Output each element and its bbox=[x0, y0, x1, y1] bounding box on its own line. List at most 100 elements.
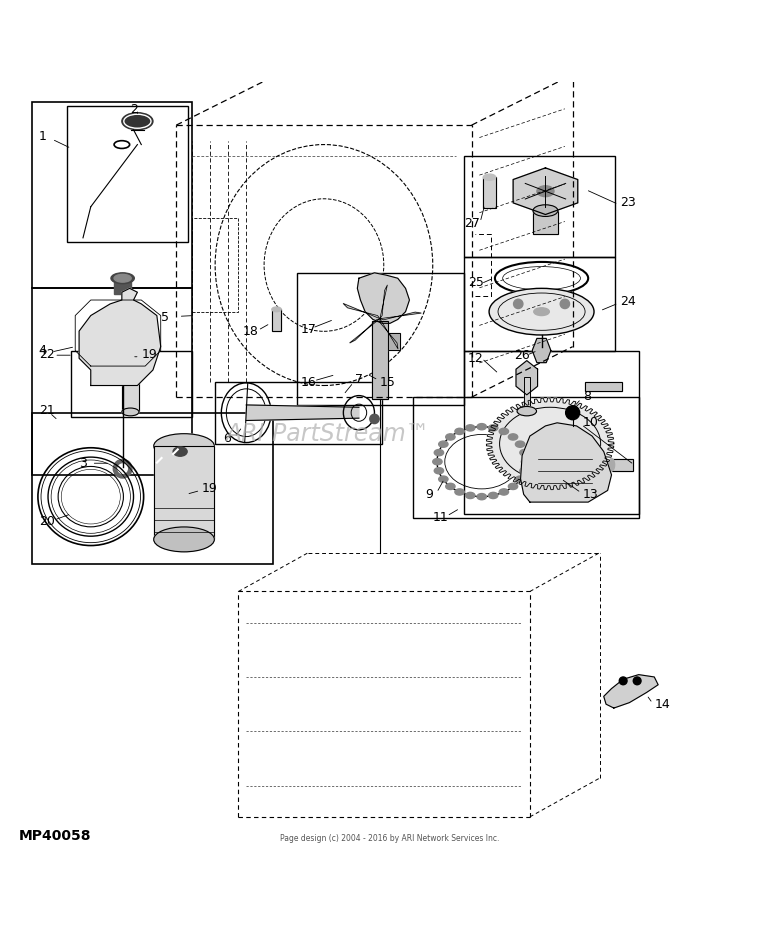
Text: 20: 20 bbox=[39, 515, 55, 528]
Ellipse shape bbox=[445, 434, 455, 440]
Polygon shape bbox=[513, 168, 578, 215]
Ellipse shape bbox=[122, 360, 139, 367]
Text: 27: 27 bbox=[465, 218, 480, 231]
Bar bbox=[612, 459, 633, 471]
Ellipse shape bbox=[516, 476, 525, 482]
Text: 8: 8 bbox=[583, 390, 590, 403]
Polygon shape bbox=[520, 423, 612, 502]
Bar bbox=[372, 321, 388, 398]
Ellipse shape bbox=[438, 476, 448, 482]
Polygon shape bbox=[349, 318, 380, 343]
Text: 10: 10 bbox=[583, 416, 598, 430]
Circle shape bbox=[118, 464, 127, 473]
Ellipse shape bbox=[438, 441, 448, 447]
Bar bbox=[154, 447, 214, 540]
Text: 22: 22 bbox=[39, 348, 55, 361]
Polygon shape bbox=[516, 361, 537, 395]
Text: 25: 25 bbox=[468, 276, 484, 289]
Text: 24: 24 bbox=[620, 295, 636, 308]
Text: 17: 17 bbox=[300, 323, 317, 336]
Bar bbox=[122, 365, 139, 411]
Ellipse shape bbox=[455, 489, 464, 495]
Bar bbox=[388, 333, 400, 349]
Text: 2: 2 bbox=[129, 103, 137, 116]
Text: 15: 15 bbox=[380, 376, 395, 389]
Text: 14: 14 bbox=[654, 698, 670, 710]
Ellipse shape bbox=[122, 408, 139, 415]
Ellipse shape bbox=[521, 459, 530, 464]
Circle shape bbox=[633, 677, 641, 685]
Ellipse shape bbox=[154, 433, 214, 459]
Ellipse shape bbox=[111, 273, 134, 284]
Text: 4: 4 bbox=[39, 344, 47, 357]
Polygon shape bbox=[246, 405, 359, 420]
Bar bbox=[523, 377, 530, 411]
Text: 5: 5 bbox=[161, 311, 168, 324]
Text: 11: 11 bbox=[433, 512, 448, 524]
Ellipse shape bbox=[517, 407, 537, 415]
Polygon shape bbox=[79, 288, 161, 385]
Ellipse shape bbox=[173, 447, 187, 456]
Circle shape bbox=[113, 460, 132, 478]
Ellipse shape bbox=[477, 424, 487, 430]
Text: 9: 9 bbox=[425, 488, 433, 501]
Ellipse shape bbox=[488, 493, 498, 498]
Circle shape bbox=[619, 677, 627, 685]
Text: 19: 19 bbox=[141, 348, 157, 361]
Ellipse shape bbox=[445, 483, 455, 490]
Ellipse shape bbox=[516, 441, 525, 447]
Text: 26: 26 bbox=[514, 349, 530, 363]
Text: 18: 18 bbox=[243, 325, 258, 337]
Bar bbox=[154, 447, 214, 540]
Ellipse shape bbox=[533, 204, 558, 217]
Bar bbox=[484, 177, 496, 208]
Ellipse shape bbox=[519, 449, 529, 456]
Text: ARI PartStream™: ARI PartStream™ bbox=[225, 422, 430, 446]
Ellipse shape bbox=[489, 288, 594, 335]
Ellipse shape bbox=[466, 493, 475, 498]
Bar bbox=[122, 365, 139, 411]
Text: 21: 21 bbox=[39, 404, 55, 417]
Text: 13: 13 bbox=[583, 488, 598, 501]
Text: 6: 6 bbox=[223, 431, 231, 445]
Text: MP40058: MP40058 bbox=[19, 829, 91, 842]
Ellipse shape bbox=[154, 527, 214, 552]
Polygon shape bbox=[380, 318, 398, 349]
Bar bbox=[523, 377, 530, 411]
Ellipse shape bbox=[455, 429, 464, 434]
Circle shape bbox=[560, 300, 569, 309]
Circle shape bbox=[566, 406, 580, 420]
Text: Page design (c) 2004 - 2016 by ARI Network Services Inc.: Page design (c) 2004 - 2016 by ARI Netwo… bbox=[280, 834, 500, 842]
Ellipse shape bbox=[499, 429, 509, 434]
Text: 23: 23 bbox=[620, 196, 636, 209]
Bar bbox=[114, 280, 131, 294]
Ellipse shape bbox=[434, 467, 444, 474]
Bar bbox=[272, 309, 281, 331]
Ellipse shape bbox=[509, 483, 518, 490]
Text: 7: 7 bbox=[355, 373, 363, 386]
Circle shape bbox=[513, 300, 523, 309]
Bar bbox=[372, 321, 388, 398]
Text: 19: 19 bbox=[202, 481, 218, 495]
Polygon shape bbox=[380, 312, 421, 320]
Ellipse shape bbox=[477, 494, 487, 500]
Bar bbox=[192, 219, 239, 312]
Bar bbox=[533, 211, 558, 234]
Ellipse shape bbox=[519, 467, 529, 474]
Text: 12: 12 bbox=[468, 351, 484, 365]
Ellipse shape bbox=[466, 425, 475, 431]
Ellipse shape bbox=[537, 186, 554, 197]
Text: 16: 16 bbox=[300, 376, 317, 389]
Bar bbox=[612, 459, 633, 471]
Bar bbox=[484, 177, 496, 208]
Bar bbox=[585, 382, 622, 391]
Ellipse shape bbox=[484, 174, 496, 180]
Ellipse shape bbox=[499, 489, 509, 495]
Ellipse shape bbox=[509, 434, 518, 440]
Text: 1: 1 bbox=[39, 130, 47, 143]
Bar bbox=[585, 382, 622, 391]
Bar bbox=[388, 333, 400, 349]
Ellipse shape bbox=[272, 307, 281, 312]
Polygon shape bbox=[604, 674, 658, 708]
Ellipse shape bbox=[433, 459, 442, 464]
